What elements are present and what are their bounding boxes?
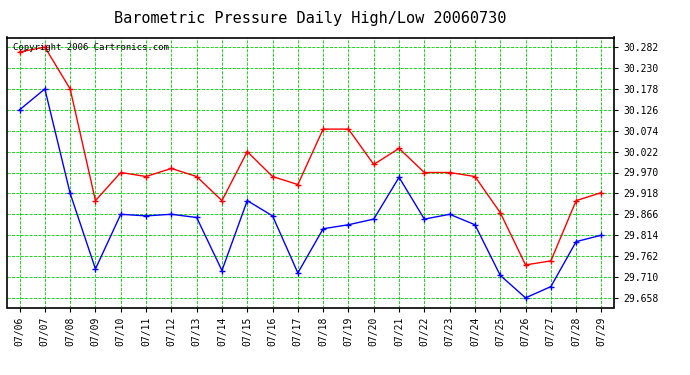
Text: Copyright 2006 Cartronics.com: Copyright 2006 Cartronics.com — [13, 43, 169, 52]
Text: Barometric Pressure Daily High/Low 20060730: Barometric Pressure Daily High/Low 20060… — [115, 11, 506, 26]
